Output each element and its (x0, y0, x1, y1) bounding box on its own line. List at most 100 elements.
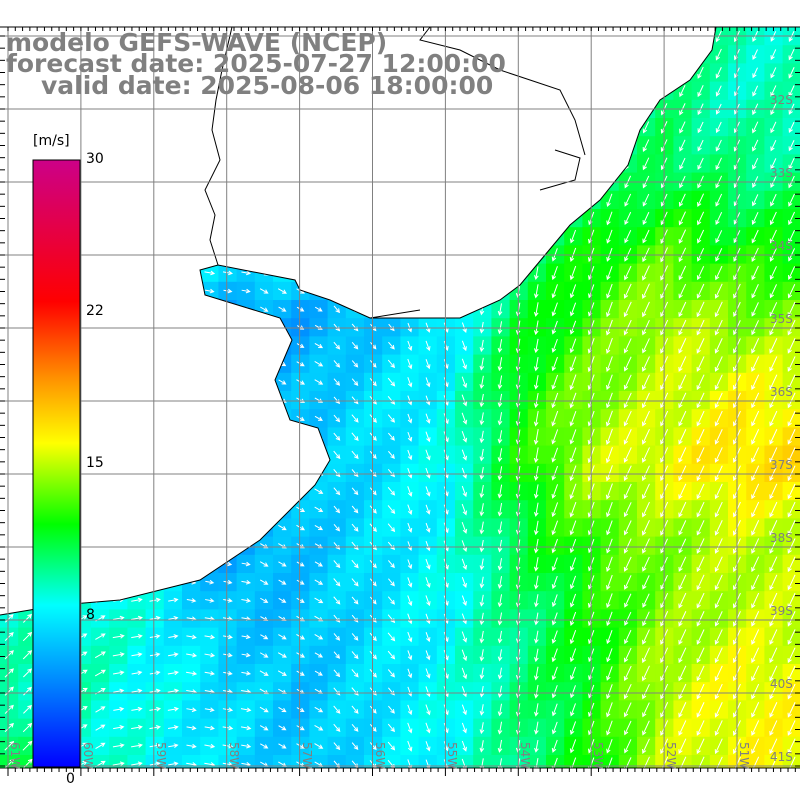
wind-arrow (751, 338, 760, 354)
wind-arrow (751, 702, 760, 718)
lon-label: 61W (8, 742, 22, 770)
wind-arrow (407, 631, 413, 643)
wind-arrow (696, 574, 705, 591)
wind-arrow (461, 485, 468, 498)
wind-arrow (407, 577, 413, 588)
wind-arrow (369, 360, 377, 368)
wind-arrow (425, 377, 431, 388)
wind-arrow (333, 487, 341, 496)
wind-arrow (112, 615, 125, 621)
wind-arrow (678, 301, 687, 318)
wind-arrow (241, 288, 251, 294)
wind-arrow (425, 613, 431, 625)
wind-arrow (787, 647, 796, 664)
colorbar-tick-15: 15 (86, 455, 104, 471)
wind-arrow (769, 392, 778, 409)
wind-arrow (260, 743, 269, 749)
wind-arrow (787, 629, 796, 645)
wind-arrow (407, 722, 413, 734)
wind-arrow (769, 520, 778, 536)
wind-arrow (678, 265, 687, 281)
wind-arrow (534, 266, 539, 280)
wind-arrow (278, 597, 287, 603)
wind-arrow (425, 431, 431, 443)
wind-arrow (94, 651, 106, 659)
wind-arrow (696, 429, 705, 445)
wind-arrow (551, 557, 558, 572)
wind-arrow (788, 67, 795, 79)
wind-arrow (388, 687, 395, 696)
wind-arrow (642, 229, 650, 244)
wind-arrow (569, 721, 577, 735)
wind-arrow (606, 739, 613, 754)
wind-arrow (551, 447, 559, 463)
wind-arrow (204, 725, 215, 731)
wind-arrow (296, 597, 305, 603)
wind-arrow (769, 683, 778, 700)
wind-arrow (461, 613, 467, 625)
wind-arrow (461, 667, 468, 680)
wind-arrow (534, 612, 539, 626)
wind-arrow (714, 647, 723, 664)
wind-arrow (696, 520, 705, 536)
lat-label: 40S (770, 677, 793, 691)
wind-cell (455, 755, 474, 768)
wind-arrow (642, 556, 650, 572)
wind-arrow (569, 520, 577, 536)
wind-arrow (641, 301, 650, 318)
wind-arrow (461, 340, 467, 352)
wind-arrow (751, 410, 760, 427)
wind-arrow (606, 593, 613, 609)
wind-arrow (623, 283, 632, 299)
wind-arrow (533, 557, 539, 572)
wind-cell (418, 755, 438, 768)
wind-arrow (497, 685, 503, 698)
wind-arrow (333, 742, 341, 751)
wind-arrow (678, 611, 687, 627)
wind-arrow (497, 466, 503, 481)
wind-arrow (696, 683, 705, 700)
wind-arrow (697, 193, 705, 208)
wind-arrow (714, 319, 723, 336)
wind-arrow (369, 669, 377, 678)
wind-arrow (369, 523, 377, 533)
wind-arrow (351, 578, 359, 587)
wind-arrow (697, 139, 704, 152)
wind-arrow (314, 597, 324, 604)
wind-arrow (714, 574, 723, 591)
wind-cell (291, 755, 310, 768)
wind-arrow (534, 721, 539, 735)
wind-arrow (787, 319, 796, 336)
wind-arrow (351, 596, 359, 605)
wind-arrow (715, 211, 723, 225)
wind-arrow (278, 634, 287, 640)
wind-cell (618, 755, 638, 768)
wind-arrow (696, 483, 705, 500)
wind-arrow (241, 670, 252, 676)
wind-arrow (751, 229, 759, 244)
wind-arrow (769, 756, 778, 773)
wind-arrow (678, 629, 687, 645)
wind-arrow (569, 501, 577, 518)
wind-arrow (787, 266, 796, 280)
wind-arrow (696, 356, 705, 372)
wind-arrow (369, 414, 377, 423)
wind-arrow (296, 670, 305, 676)
wind-arrow (497, 594, 503, 608)
wind-arrow (149, 670, 161, 676)
wind-arrow (369, 632, 377, 642)
wind-arrow (606, 648, 613, 663)
wind-arrow (407, 595, 413, 607)
wind-arrow (497, 667, 503, 680)
wind-arrow (569, 356, 577, 372)
wind-arrow (479, 667, 485, 680)
wind-arrow (605, 447, 613, 464)
wind-arrow (623, 374, 632, 390)
wind-arrow (642, 121, 650, 134)
lon-label: 54W (518, 742, 533, 770)
wind-arrow (606, 702, 613, 718)
wind-arrow (131, 652, 143, 657)
wind-arrow (168, 761, 179, 767)
wind-arrow (333, 360, 341, 368)
wind-arrow (23, 668, 32, 678)
